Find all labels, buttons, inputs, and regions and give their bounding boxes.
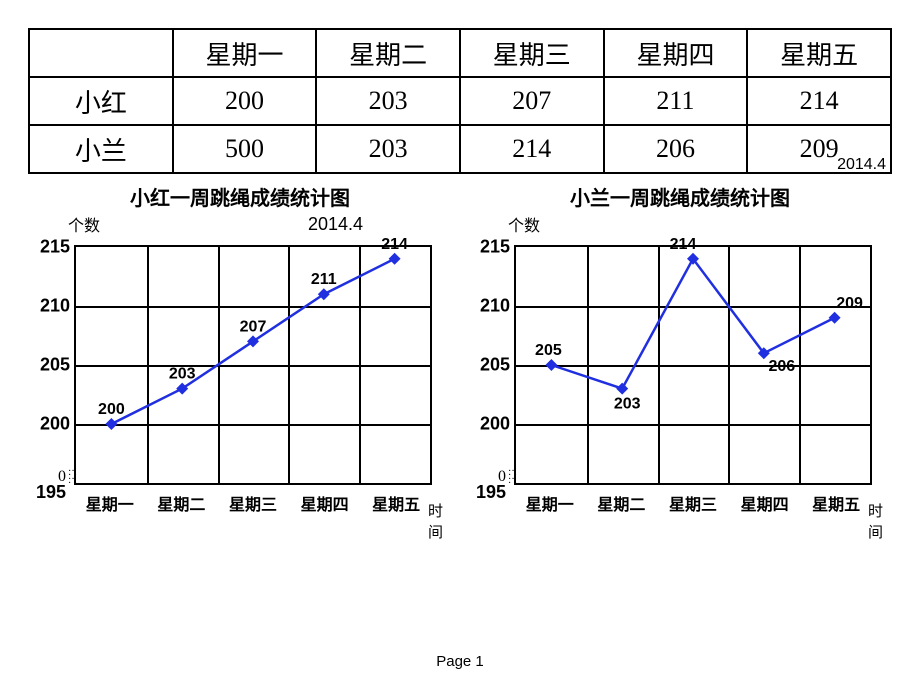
x-axis-title: 时间 <box>868 500 892 542</box>
y-below-label: 195 <box>476 482 506 503</box>
table-header-cell: 星期一 <box>173 29 317 77</box>
chart-xiaohong: 小红一周跳绳成绩统计图 个数 2014.4 215 210 205 200 20… <box>28 180 452 515</box>
ytick: 215 <box>40 237 76 258</box>
chart-xiaolan: 小兰一周跳绳成绩统计图 个数 215 210 205 200 205 203 214… <box>468 180 892 515</box>
chart-title: 小红一周跳绳成绩统计图 <box>28 182 452 211</box>
xtick: 星期二 <box>146 491 218 515</box>
plot-area: 215 210 205 200 205203214206209 <box>514 245 872 485</box>
y-axis-title: 个数 <box>508 212 540 236</box>
cell: 203 <box>316 125 460 173</box>
y-below-label: 195 <box>36 482 66 503</box>
svg-text:207: 207 <box>240 318 267 335</box>
ytick: 200 <box>480 414 516 435</box>
table-header-cell: 星期四 <box>604 29 748 77</box>
line-series: 200203207211214 <box>76 247 430 483</box>
axis-break-icon: ··· ···· · <box>68 470 77 486</box>
x-axis-title: 时间 <box>428 500 452 542</box>
xtick: 星期三 <box>217 491 289 515</box>
cell: 500 <box>173 125 317 173</box>
ytick: 205 <box>480 355 516 376</box>
x-ticks: 星期一 星期二 星期三 星期四 星期五 <box>514 491 872 515</box>
svg-text:205: 205 <box>535 342 562 359</box>
ytick: 210 <box>40 296 76 317</box>
cell-value: 209 <box>800 134 839 163</box>
cell: 214 <box>460 125 604 173</box>
xtick: 星期四 <box>289 491 361 515</box>
xtick: 星期三 <box>657 491 729 515</box>
table-header-cell <box>29 29 173 77</box>
cell: 206 <box>604 125 748 173</box>
table-row: 小兰 500 203 214 206 209 2014.4 <box>29 125 891 173</box>
line-series: 205203214206209 <box>516 247 870 483</box>
ytick: 205 <box>40 355 76 376</box>
page-number: Page 1 <box>0 653 920 670</box>
svg-text:214: 214 <box>670 236 697 253</box>
y-axis-title: 个数 <box>68 212 100 236</box>
table-footnote: 2014.4 <box>837 156 886 174</box>
xtick: 星期二 <box>586 491 658 515</box>
svg-text:209: 209 <box>836 295 863 312</box>
axis-break-icon: ··· ···· · <box>508 470 517 486</box>
cell: 211 <box>604 77 748 125</box>
svg-text:214: 214 <box>381 236 408 253</box>
table-header-row: 星期一 星期二 星期三 星期四 星期五 <box>29 29 891 77</box>
table-header-cell: 星期三 <box>460 29 604 77</box>
cell: 214 <box>747 77 891 125</box>
cell: 209 2014.4 <box>747 125 891 173</box>
xtick: 星期五 <box>800 491 872 515</box>
svg-text:203: 203 <box>614 396 641 413</box>
svg-text:200: 200 <box>98 401 125 418</box>
svg-text:203: 203 <box>169 366 196 383</box>
cell: 207 <box>460 77 604 125</box>
table-header-cell: 星期二 <box>316 29 460 77</box>
row-label: 小兰 <box>29 125 173 173</box>
svg-text:206: 206 <box>768 358 795 375</box>
xtick: 星期一 <box>514 491 586 515</box>
ytick: 210 <box>480 296 516 317</box>
xtick: 星期一 <box>74 491 146 515</box>
xtick: 星期四 <box>729 491 801 515</box>
ytick: 215 <box>480 237 516 258</box>
cell: 203 <box>316 77 460 125</box>
chart-date-note: 2014.4 <box>308 214 363 235</box>
table-header-cell: 星期五 <box>747 29 891 77</box>
ytick: 200 <box>40 414 76 435</box>
plot-area: 215 210 205 200 200203207211214 <box>74 245 432 485</box>
chart-title: 小兰一周跳绳成绩统计图 <box>468 182 892 211</box>
row-label: 小红 <box>29 77 173 125</box>
xtick: 星期五 <box>360 491 432 515</box>
data-table: 星期一 星期二 星期三 星期四 星期五 小红 200 203 207 211 2… <box>28 28 892 174</box>
table-row: 小红 200 203 207 211 214 <box>29 77 891 125</box>
svg-text:211: 211 <box>311 271 337 288</box>
cell: 200 <box>173 77 317 125</box>
x-ticks: 星期一 星期二 星期三 星期四 星期五 <box>74 491 432 515</box>
